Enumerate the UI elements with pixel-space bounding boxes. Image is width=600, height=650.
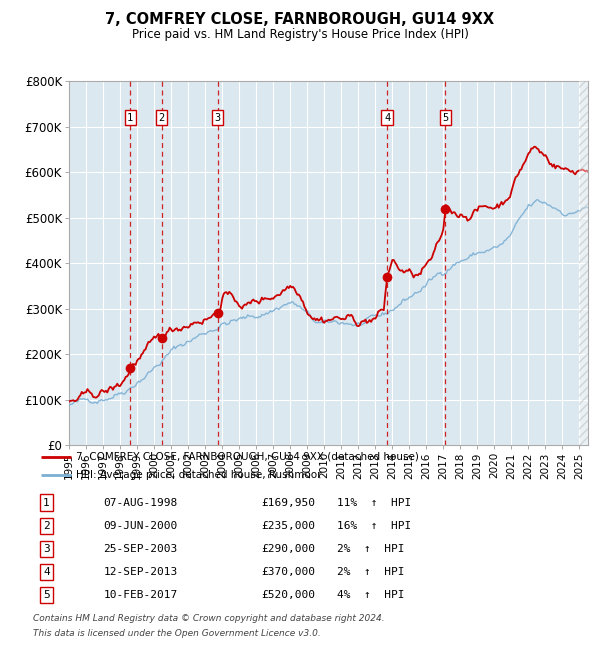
Text: 1: 1 (127, 112, 133, 123)
Text: 12-SEP-2013: 12-SEP-2013 (104, 567, 178, 577)
Text: 2: 2 (43, 521, 50, 530)
Text: 5: 5 (442, 112, 449, 123)
Text: £169,950: £169,950 (262, 497, 316, 508)
Text: 1: 1 (43, 497, 50, 508)
Text: 4: 4 (43, 567, 50, 577)
Text: HPI: Average price, detached house, Rushmoor: HPI: Average price, detached house, Rush… (76, 470, 322, 480)
Text: This data is licensed under the Open Government Licence v3.0.: This data is licensed under the Open Gov… (33, 629, 321, 638)
Text: 4%  ↑  HPI: 4% ↑ HPI (337, 590, 404, 600)
Text: £370,000: £370,000 (262, 567, 316, 577)
Text: £520,000: £520,000 (262, 590, 316, 600)
Text: 11%  ↑  HPI: 11% ↑ HPI (337, 497, 412, 508)
Text: 09-JUN-2000: 09-JUN-2000 (104, 521, 178, 530)
Text: 2: 2 (158, 112, 164, 123)
Text: 07-AUG-1998: 07-AUG-1998 (104, 497, 178, 508)
Text: 3: 3 (43, 544, 50, 554)
Text: 4: 4 (384, 112, 391, 123)
Text: Price paid vs. HM Land Registry's House Price Index (HPI): Price paid vs. HM Land Registry's House … (131, 28, 469, 41)
Text: 2%  ↑  HPI: 2% ↑ HPI (337, 567, 404, 577)
Text: 10-FEB-2017: 10-FEB-2017 (104, 590, 178, 600)
Text: 5: 5 (43, 590, 50, 600)
Text: 2%  ↑  HPI: 2% ↑ HPI (337, 544, 404, 554)
Text: 16%  ↑  HPI: 16% ↑ HPI (337, 521, 412, 530)
Text: 3: 3 (214, 112, 221, 123)
Text: 7, COMFREY CLOSE, FARNBOROUGH, GU14 9XX (detached house): 7, COMFREY CLOSE, FARNBOROUGH, GU14 9XX … (76, 452, 419, 461)
Text: £290,000: £290,000 (262, 544, 316, 554)
Text: Contains HM Land Registry data © Crown copyright and database right 2024.: Contains HM Land Registry data © Crown c… (33, 614, 385, 623)
Text: £235,000: £235,000 (262, 521, 316, 530)
Text: 7, COMFREY CLOSE, FARNBOROUGH, GU14 9XX: 7, COMFREY CLOSE, FARNBOROUGH, GU14 9XX (106, 12, 494, 27)
Text: 25-SEP-2003: 25-SEP-2003 (104, 544, 178, 554)
Polygon shape (580, 81, 588, 445)
